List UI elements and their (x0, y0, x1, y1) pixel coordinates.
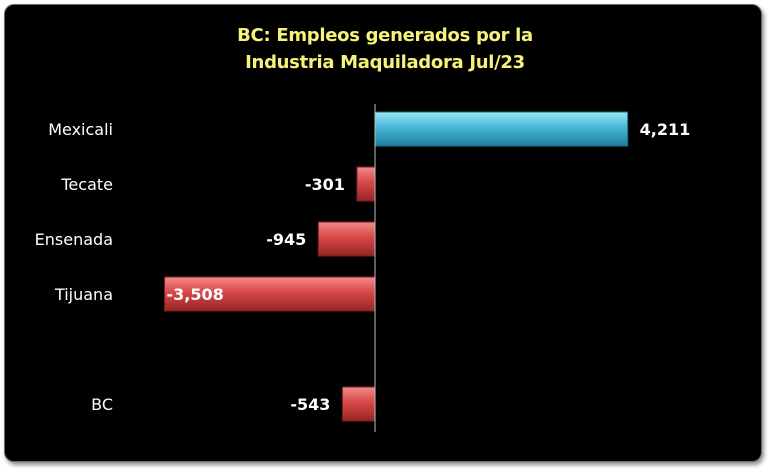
bars-layer (164, 111, 629, 422)
value-label-mexicali: 4,211 (640, 120, 691, 139)
bar-tecate (356, 166, 376, 202)
chart-title: BC: Empleos generados por la Industria M… (0, 22, 770, 76)
chart-title-line-1: BC: Empleos generados por la (237, 25, 533, 46)
value-label-tijuana: -3,508 (167, 285, 224, 304)
value-label-ensenada: -945 (266, 230, 306, 249)
bar-mexicali (374, 111, 629, 147)
category-label-tecate: Tecate (60, 175, 113, 194)
category-label-bc: BC (91, 395, 113, 414)
category-label-ensenada: Ensenada (35, 230, 113, 249)
bar-bc (341, 386, 376, 422)
chart-frame (4, 4, 762, 462)
labels-layer: Mexicali 4,211 Tecate -301 Ensenada -945 Tijua… (35, 120, 691, 414)
chart-title-line-2: Industria Maquiladora Jul/23 (245, 52, 525, 73)
value-label-tecate: -301 (305, 175, 345, 194)
value-label-bc: -543 (290, 395, 330, 414)
category-label-mexicali: Mexicali (48, 120, 113, 139)
bar-ensenada (317, 221, 376, 257)
category-label-tijuana: Tijuana (54, 285, 113, 304)
